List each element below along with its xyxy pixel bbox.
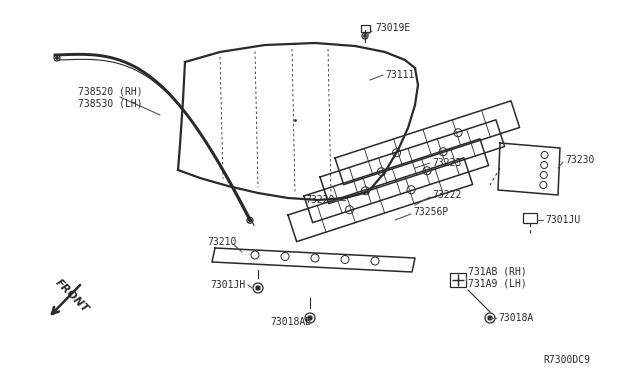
Text: 7301JH: 7301JH <box>210 280 245 290</box>
Text: 73256P: 73256P <box>413 207 448 217</box>
Text: 73210: 73210 <box>207 237 236 247</box>
Circle shape <box>364 35 366 37</box>
Text: 731A9 (LH): 731A9 (LH) <box>468 278 527 288</box>
Bar <box>523 213 537 223</box>
Bar <box>360 25 369 32</box>
Circle shape <box>249 219 251 221</box>
Text: 73230: 73230 <box>565 155 595 165</box>
Text: 73220: 73220 <box>305 195 334 205</box>
Text: 7301JU: 7301JU <box>545 215 580 225</box>
Text: 73018A: 73018A <box>498 313 533 323</box>
Text: 73223: 73223 <box>432 158 461 168</box>
Text: 73222: 73222 <box>432 190 461 200</box>
Circle shape <box>256 286 260 290</box>
Text: FRONT: FRONT <box>53 278 91 315</box>
Text: R7300DC9: R7300DC9 <box>543 355 590 365</box>
Text: 738530 (LH): 738530 (LH) <box>78 98 143 108</box>
Bar <box>450 273 466 287</box>
Circle shape <box>308 316 312 320</box>
Text: 738520 (RH): 738520 (RH) <box>78 87 143 97</box>
Text: 73018AB: 73018AB <box>270 317 311 327</box>
Text: 731AB (RH): 731AB (RH) <box>468 267 527 277</box>
Text: 73019E: 73019E <box>375 23 410 33</box>
Text: 73111: 73111 <box>385 70 414 80</box>
Circle shape <box>488 316 492 320</box>
Circle shape <box>56 57 58 59</box>
